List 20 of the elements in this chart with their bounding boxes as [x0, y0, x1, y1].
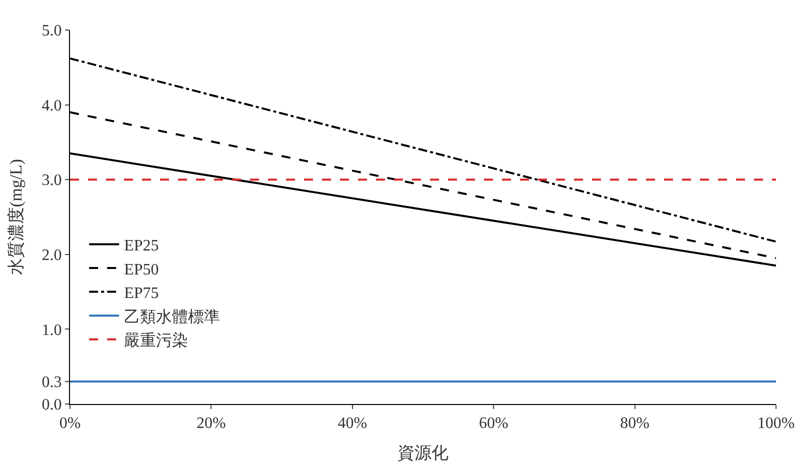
- x-tick-label: 40%: [338, 415, 368, 432]
- y-tick-label: 4.0: [42, 97, 62, 114]
- legend-label: EP25: [124, 237, 159, 254]
- legend-label: 嚴重污染: [124, 332, 188, 350]
- y-tick-label: 0.0: [42, 396, 62, 414]
- y-tick-label: 3.0: [42, 172, 62, 190]
- y-tick-label: 2.0: [42, 247, 62, 264]
- x-tick-label: 80%: [620, 415, 650, 432]
- x-axis-title: 資源化: [398, 444, 448, 463]
- y-tick-label: 1.0: [42, 322, 62, 339]
- x-tick-label: 100%: [757, 415, 795, 432]
- x-tick-label: 20%: [196, 415, 226, 432]
- legend-label: 乙類水體標準: [124, 308, 220, 326]
- x-tick-label: 60%: [478, 415, 508, 432]
- y-axis-title: 水質濃度(mg/L): [6, 158, 26, 276]
- x-tick-label: 0%: [59, 415, 81, 432]
- y-tick-label: 5.0: [42, 22, 62, 40]
- legend-label: EP50: [124, 261, 159, 278]
- y-tick-label: 0.3: [42, 374, 62, 392]
- legend-label: EP75: [124, 285, 159, 302]
